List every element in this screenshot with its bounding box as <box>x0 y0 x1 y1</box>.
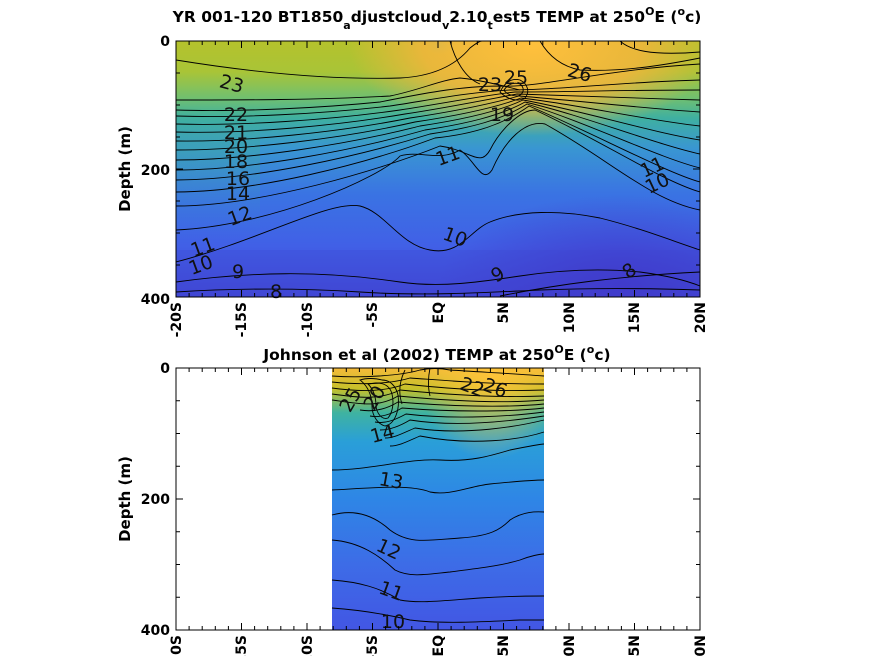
x-tick-label: -5S <box>365 635 381 656</box>
contour-label: 22 <box>224 104 248 126</box>
panel-1-isotherms <box>176 41 700 297</box>
x-tick-label: -10S <box>300 302 316 337</box>
x-tick-label: EQ <box>431 302 447 324</box>
panel-1-y-axis-label: Depth (m) <box>116 126 134 212</box>
x-tick-label: 10N <box>562 635 578 656</box>
x-tick-label: -20S <box>169 302 185 337</box>
contour-label: 20 <box>224 136 248 158</box>
panel-1-x-tick-labels: -20S -15S -10S -5S EQ 5N 10N 15N 20N <box>169 302 709 337</box>
panel-observations: Johnson et al (2002) TEMP at 250OE (oc) <box>116 343 709 656</box>
contour-label: 8 <box>270 281 282 303</box>
x-tick-label: 15N <box>627 635 643 656</box>
x-tick-label: 15N <box>627 302 643 333</box>
contour-label: 19 <box>490 104 514 126</box>
y-tick-label: 0 <box>160 34 170 50</box>
x-tick-label: -10S <box>300 635 316 656</box>
panel-1-field <box>176 41 700 297</box>
contour-label: 25 <box>504 67 528 89</box>
x-tick-label: 5N <box>496 635 512 656</box>
x-tick-label: 10N <box>562 302 578 333</box>
x-tick-label: -15S <box>234 302 250 337</box>
contour-label: 16 <box>226 168 250 190</box>
panel-model: YR 001-120 BT1850adjustcloudv2.10test5 T… <box>116 5 709 337</box>
x-tick-label: -20S <box>169 635 185 656</box>
x-tick-label: 5N <box>496 302 512 323</box>
contour-label: 18 <box>224 151 248 173</box>
contour-label: 9 <box>232 261 244 283</box>
panel-2-x-tick-labels: -20S -15S -10S -5S EQ 5N 10N 15N 20N <box>169 635 709 656</box>
panel-1-ticks <box>175 40 701 298</box>
panel-2-y-axis-label: Depth (m) <box>116 456 134 542</box>
x-tick-label: -5S <box>365 302 381 328</box>
contour-label: 14 <box>226 183 250 205</box>
contour-label: 21 <box>224 122 248 144</box>
y-tick-label: 400 <box>141 292 170 308</box>
contour-label: 13 <box>377 468 405 494</box>
panel-2-field <box>332 368 544 630</box>
panel-1-title: YR 001-120 BT1850adjustcloudv2.10test5 T… <box>172 5 702 32</box>
y-tick-label: 200 <box>141 492 170 508</box>
y-tick-label: 0 <box>160 361 170 377</box>
panel-2-title: Johnson et al (2002) TEMP at 250OE (oc) <box>262 343 610 364</box>
panel-2-isotherms <box>331 368 545 623</box>
contour-label: 23 <box>478 74 502 96</box>
y-tick-label: 200 <box>141 163 170 179</box>
x-tick-label: 20N <box>693 635 709 656</box>
y-tick-label: 400 <box>141 623 170 639</box>
panel-2-ticks <box>175 367 701 631</box>
x-tick-label: 20N <box>693 302 709 333</box>
x-tick-label: EQ <box>431 635 447 656</box>
x-tick-label: -15S <box>234 635 250 656</box>
